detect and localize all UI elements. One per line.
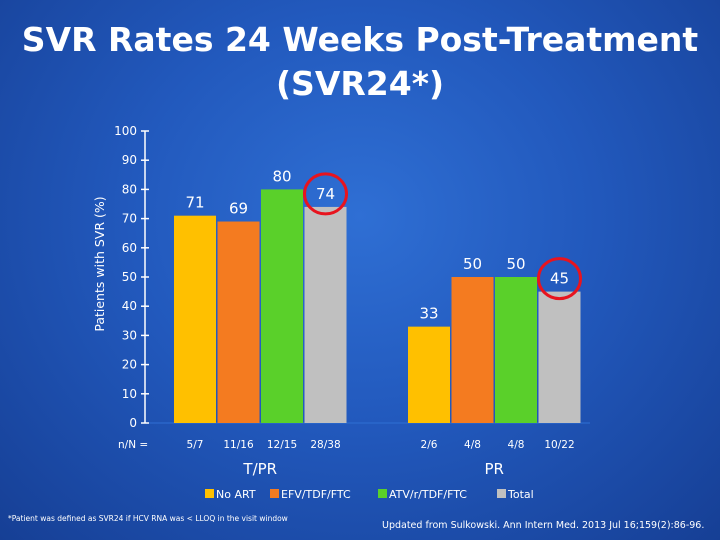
chart-title-line1: SVR Rates 24 Weeks Post-Treatment: [21, 20, 699, 59]
n-value-label: 4/8: [508, 439, 525, 451]
bar: [495, 277, 537, 423]
y-tick-label: 90: [122, 153, 137, 167]
n-value-label: 28/38: [310, 439, 340, 451]
citation: Updated from Sulkowski. Ann Intern Med. …: [382, 520, 705, 531]
legend-label: No ART: [216, 488, 256, 501]
legend-label: EFV/TDF/FTC: [281, 488, 351, 501]
y-tick-label: 40: [122, 299, 137, 313]
data-label: 50: [463, 255, 482, 273]
y-tick-label: 30: [122, 328, 137, 342]
legend-label: ATV/r/TDF/FTC: [389, 488, 467, 501]
y-tick-label: 80: [122, 182, 137, 196]
footnote: *Patient was defined as SVR24 if HCV RNA…: [8, 514, 288, 523]
data-label: 74: [316, 185, 335, 203]
bar: [538, 291, 581, 423]
y-tick-label: 20: [122, 358, 137, 372]
y-tick-label: 70: [122, 212, 137, 226]
bar: [408, 326, 450, 423]
n-value-label: 5/7: [187, 439, 204, 451]
bar: [451, 277, 494, 423]
y-tick-label: 60: [122, 241, 137, 255]
y-axis-title: Patients with SVR (%): [92, 196, 107, 331]
n-value-label: 10/22: [544, 439, 574, 451]
legend-label: Total: [507, 488, 534, 501]
n-value-label: 2/6: [421, 439, 438, 451]
highlight-circle: [537, 257, 582, 301]
chart-title: SVR Rates 24 Weeks Post-Treatment (SVR24…: [0, 18, 720, 106]
data-label: 33: [419, 305, 438, 323]
bar: [304, 206, 347, 423]
y-tick-label: 10: [122, 387, 137, 401]
n-value-label: 4/8: [464, 439, 481, 451]
highlight-circle: [303, 172, 348, 216]
data-label: 80: [272, 167, 291, 185]
data-label: 50: [506, 255, 525, 273]
data-label: 71: [185, 194, 204, 212]
legend-swatch: [205, 489, 214, 498]
legend-swatch: [378, 489, 387, 498]
y-tick-label: 100: [114, 124, 137, 138]
group-label: T/PR: [242, 460, 277, 478]
legend-swatch: [270, 489, 279, 498]
data-label: 45: [550, 270, 569, 288]
chart-title-line2: (SVR24*): [275, 64, 445, 103]
group-label: PR: [485, 460, 504, 478]
data-label: 69: [229, 200, 248, 218]
n-label: n/N =: [118, 439, 148, 451]
bar: [217, 221, 260, 423]
legend-swatch: [497, 489, 506, 498]
y-tick-label: 0: [129, 416, 137, 430]
n-value-label: 12/15: [267, 439, 297, 451]
bar: [174, 215, 216, 423]
bar: [261, 189, 303, 423]
n-value-label: 11/16: [223, 439, 254, 451]
y-tick-label: 50: [122, 270, 137, 284]
